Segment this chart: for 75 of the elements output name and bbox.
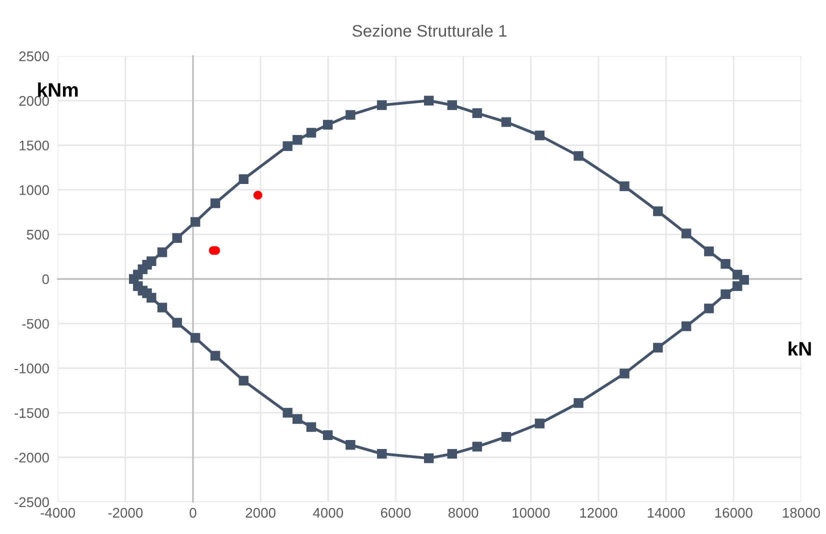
point <box>704 304 714 314</box>
point <box>681 228 692 238</box>
point <box>574 151 584 161</box>
point <box>534 130 545 140</box>
x-tick-label: -4000 <box>40 508 76 518</box>
point <box>157 247 168 258</box>
point <box>210 350 220 361</box>
y-tick-label: -2000 <box>14 452 49 463</box>
point <box>306 128 316 138</box>
point <box>653 206 663 216</box>
x-tick-label: 10000 <box>512 508 550 518</box>
x-tick-label: 6000 <box>380 508 411 518</box>
point <box>424 96 434 106</box>
y-tick-label: 1000 <box>20 185 49 196</box>
x-tick-label: 18000 <box>782 508 820 518</box>
x-tick-label: -2000 <box>108 508 143 518</box>
point <box>306 422 316 432</box>
point <box>292 414 302 424</box>
point <box>157 302 168 312</box>
x-tick-label: 12000 <box>580 508 618 518</box>
point <box>346 440 356 450</box>
y-tick-label: -500 <box>22 318 49 329</box>
y-tick-label: -1000 <box>14 364 49 374</box>
point <box>720 258 730 269</box>
chart-title: Sezione Strutturale 1 <box>352 24 507 37</box>
point <box>501 432 512 442</box>
point <box>322 430 333 440</box>
point <box>238 174 249 184</box>
point <box>172 233 182 243</box>
y-tick-label: -2500 <box>14 497 49 508</box>
y-tick-label: 500 <box>26 230 49 240</box>
point <box>447 100 458 110</box>
x-tick-label: 16000 <box>715 508 752 518</box>
x-axis-title: kN <box>788 341 811 356</box>
point <box>472 108 482 118</box>
point <box>534 418 545 428</box>
point <box>210 198 220 208</box>
point <box>146 256 156 266</box>
point <box>190 333 200 343</box>
x-tick-label: 0 <box>190 508 196 518</box>
point <box>620 181 630 192</box>
point <box>424 453 434 464</box>
point <box>501 117 512 127</box>
point <box>732 281 742 292</box>
x-tick-label: 14000 <box>648 508 685 518</box>
point <box>282 141 292 151</box>
point <box>447 448 458 459</box>
point <box>172 318 182 328</box>
point <box>681 321 692 332</box>
y-tick-label: 0 <box>42 274 49 284</box>
point <box>238 376 249 386</box>
y-tick-label: 2000 <box>19 96 49 106</box>
point <box>472 442 482 452</box>
point <box>377 100 387 110</box>
y-axis-title: kNm <box>38 82 78 97</box>
point <box>620 368 630 378</box>
point <box>377 448 387 459</box>
point <box>704 246 714 256</box>
point <box>574 398 584 408</box>
x-tick-label: 8000 <box>448 508 478 518</box>
point <box>653 342 663 353</box>
point <box>133 281 143 292</box>
point <box>346 110 356 120</box>
y-tick-label: -1500 <box>14 408 49 418</box>
x-tick-label: 2000 <box>246 508 276 518</box>
point <box>253 190 262 200</box>
point <box>739 275 749 285</box>
point <box>720 289 730 300</box>
x-tick-label: 4000 <box>313 508 344 518</box>
point <box>322 120 333 130</box>
y-tick-label: 2500 <box>19 51 49 62</box>
y-tick-label: 1500 <box>20 140 49 150</box>
point <box>292 135 302 145</box>
point <box>282 408 292 418</box>
point <box>190 217 200 227</box>
